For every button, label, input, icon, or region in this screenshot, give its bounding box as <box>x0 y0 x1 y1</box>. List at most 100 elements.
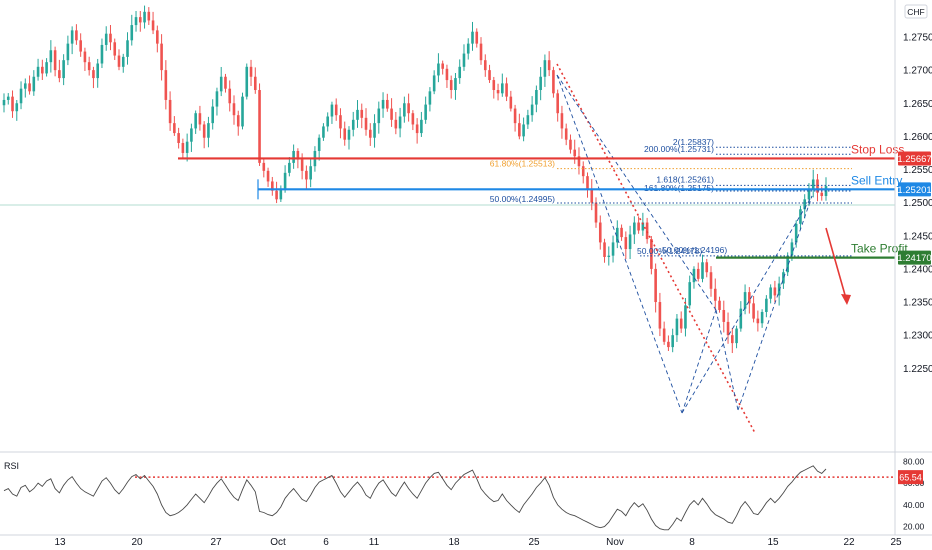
candle-body <box>462 53 466 67</box>
candle-body <box>454 78 457 91</box>
candle-body <box>735 328 738 344</box>
candle-body <box>258 90 261 163</box>
candle-body <box>526 115 530 125</box>
candle-body <box>539 76 542 91</box>
price-tick-label: 1.22500 <box>903 364 932 375</box>
level-price-label: 1.25201 <box>897 185 931 196</box>
candle-body <box>743 292 747 309</box>
candle-body <box>407 103 410 114</box>
candle-body <box>501 83 504 94</box>
candle-body <box>32 76 36 92</box>
pattern-leg <box>681 195 813 414</box>
candle-body <box>390 108 393 120</box>
candle-body <box>662 328 666 342</box>
price-axis[interactable]: 1.27500 1.27000 1.26500 1.26000 1.25500 1.250… <box>903 33 932 375</box>
price-tick-label: 1.23000 <box>903 331 932 342</box>
candle-body <box>564 128 568 140</box>
candle-body <box>505 83 508 97</box>
candle-body <box>228 88 232 104</box>
candle-body <box>667 341 670 348</box>
candle-body <box>684 305 687 329</box>
candle-body <box>2 99 6 106</box>
fib-level-label: 2(1.25837) <box>673 137 714 147</box>
candle-body <box>279 189 283 200</box>
candle-body <box>232 103 236 116</box>
projection-arrow <box>825 227 848 303</box>
time-axis[interactable]: 13 20 27 Oct 6 11 18 25 Nov 8 15 22 25 <box>54 537 902 548</box>
candle-body <box>590 189 594 203</box>
candle-body <box>126 40 129 57</box>
candle-body <box>305 170 308 180</box>
candle-body <box>633 222 636 235</box>
candle-body <box>92 70 95 79</box>
time-tick-label: 15 <box>767 537 779 548</box>
candle-body <box>164 70 168 100</box>
candle-body <box>726 321 730 336</box>
candle-body <box>713 288 717 301</box>
candle-body <box>45 62 48 74</box>
rsi-label: RSI <box>4 461 19 471</box>
candle-body <box>679 318 683 329</box>
candle-body <box>513 108 517 124</box>
currency-badge[interactable] <box>904 4 928 19</box>
candle-body <box>288 162 291 173</box>
candle-body <box>253 76 257 91</box>
candle-body <box>782 272 785 284</box>
candle-body <box>173 123 176 134</box>
candle-body <box>160 43 163 71</box>
candle-body <box>616 227 619 243</box>
candle-body <box>786 255 789 273</box>
candle-body <box>109 33 112 43</box>
candle-body <box>356 109 359 120</box>
candle-body <box>28 83 31 92</box>
candle-body <box>586 176 589 190</box>
candle-body <box>75 30 78 41</box>
candle-body <box>194 113 197 129</box>
candle-body <box>138 17 142 23</box>
candle-body <box>403 103 406 117</box>
level-price-badge <box>898 182 931 197</box>
level-label: Take Profit <box>851 242 908 256</box>
candle-body <box>437 63 440 76</box>
candle-body <box>262 162 266 171</box>
candle-body <box>364 117 368 130</box>
candle-body <box>637 222 640 231</box>
time-tick-label: Oct <box>270 537 286 548</box>
candle-body <box>777 283 781 296</box>
price-tick-label: 1.26000 <box>903 132 932 143</box>
candle-body <box>296 150 300 160</box>
candle-body <box>70 30 74 44</box>
candle-body <box>104 33 108 45</box>
rsi-tick-label: 20.00 <box>903 522 925 532</box>
candle-body <box>603 242 606 257</box>
level-price-label: 1.24170 <box>897 253 931 264</box>
candle-body <box>748 292 751 304</box>
candle-body <box>49 50 53 63</box>
candle-body <box>594 202 598 223</box>
candle-body <box>283 172 287 190</box>
price-tick-label: 1.26500 <box>903 99 932 110</box>
candle-body <box>130 25 134 41</box>
candle-body <box>309 166 312 180</box>
time-tick-label: 25 <box>528 537 540 548</box>
rsi-tick-label: 80.00 <box>903 456 925 466</box>
time-tick-label: 13 <box>54 537 66 548</box>
candle-body <box>543 60 547 77</box>
candle-body <box>420 119 423 134</box>
time-tick-label: 11 <box>369 537 380 548</box>
candle-body <box>569 139 572 150</box>
candle-body <box>271 181 274 191</box>
candle-body <box>650 239 653 269</box>
candle-body <box>769 287 772 299</box>
candle-body <box>628 234 632 250</box>
candle-body <box>607 255 611 257</box>
candle-body <box>556 93 559 114</box>
candle-body <box>611 242 615 256</box>
candle-body <box>471 31 474 44</box>
candle-body <box>675 318 679 336</box>
time-tick-label: 27 <box>210 537 222 548</box>
candle-body <box>573 149 577 157</box>
candle-body <box>168 99 172 124</box>
